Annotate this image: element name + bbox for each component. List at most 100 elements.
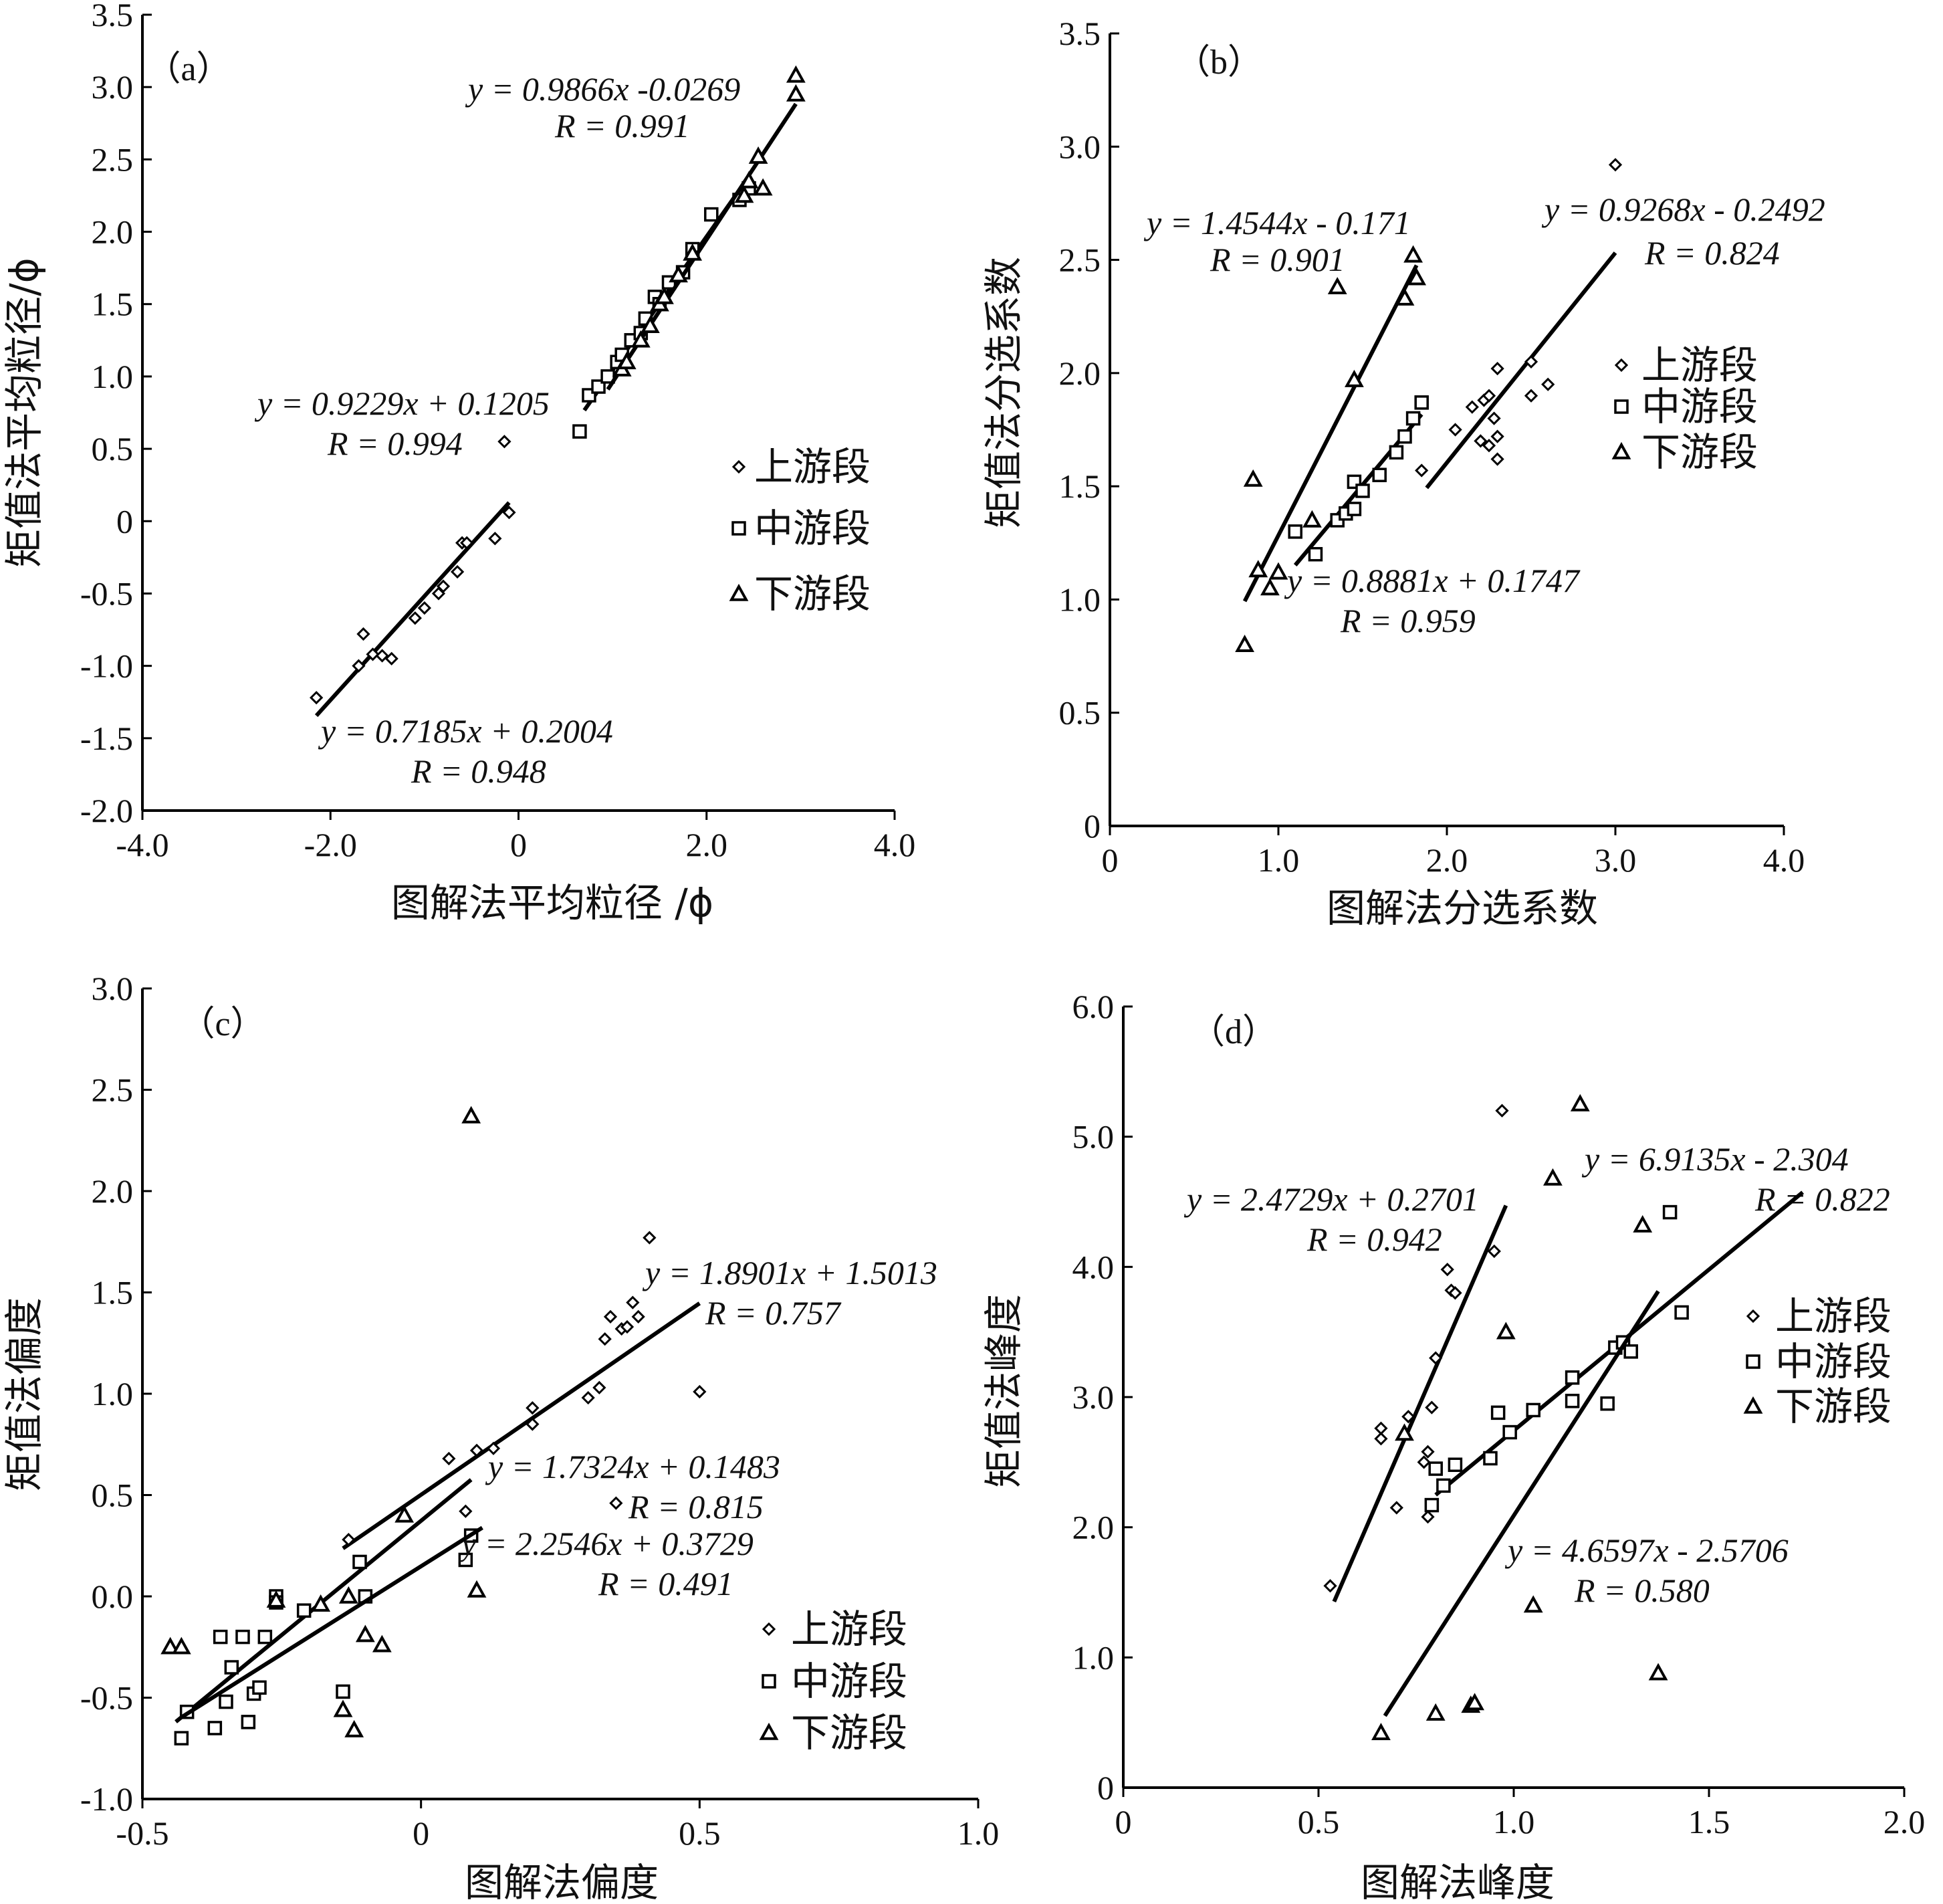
point-diamond <box>1541 377 1555 391</box>
point-diamond <box>1608 158 1623 172</box>
point-diamond <box>460 536 474 550</box>
point-diamond <box>1482 389 1496 403</box>
point-triangle <box>1268 562 1288 580</box>
fit-equation: y = 2.2546x + 0.3729 <box>458 1525 754 1562</box>
point-triangle <box>734 185 754 203</box>
point-triangle <box>739 171 759 189</box>
y-tick-label: 0.5 <box>1059 694 1101 732</box>
point-diamond <box>1490 361 1504 376</box>
point-diamond <box>1482 439 1496 453</box>
y-axis-label: 矩值法分选系数 <box>981 257 1026 528</box>
point-square <box>257 1629 273 1645</box>
point-square <box>1347 502 1362 516</box>
point-diamond <box>1448 423 1462 437</box>
point-diamond <box>310 691 324 705</box>
y-tick-label: 4.0 <box>1072 1248 1115 1285</box>
point-square <box>336 1684 350 1699</box>
point-triangle <box>311 1594 331 1612</box>
point-square <box>1502 1424 1517 1440</box>
point-square <box>1308 546 1323 562</box>
y-tick-label: 0.5 <box>92 430 134 467</box>
point-triangle <box>1403 245 1423 263</box>
legend-label: 下游段 <box>754 571 871 617</box>
y-tick-label: 3.0 <box>1072 1378 1115 1416</box>
panel-3: -1.0-0.50.00.51.01.52.02.53.0-0.5 0 0.5 1.0… <box>1 970 999 1904</box>
fit-line-diamond <box>342 1301 701 1550</box>
panel-label: （a） <box>146 50 231 88</box>
x-tick-label: 1.0 <box>957 1814 1000 1852</box>
point-square <box>1372 467 1387 482</box>
y-tick-label: 3.0 <box>92 970 134 1007</box>
legend-label: 上游段 <box>754 444 871 490</box>
legend-marker-diamond <box>762 1622 776 1636</box>
y-axis-label: 矩值法峰度 <box>981 1294 1026 1488</box>
x-tick-label: 2.0 <box>1883 1803 1926 1840</box>
y-tick-label: 2.5 <box>1059 241 1101 279</box>
point-square <box>600 369 615 384</box>
point-square <box>1526 1402 1540 1418</box>
x-tick-label: 4.0 <box>1763 841 1805 879</box>
legend-marker-diamond <box>1614 358 1629 373</box>
y-tick-label: -1.5 <box>80 720 133 757</box>
panel-1: -2.0 -1.5 -1.0 -0.5 0 0.5 1.0 1.5 2.0 2.5 3.0 3.5 -4… <box>1 0 915 926</box>
fit-equation: y = 1.7324x + 0.1483 <box>485 1448 780 1485</box>
point-triangle <box>1407 268 1427 286</box>
legend-label: 上游段 <box>1775 1293 1892 1339</box>
point-diamond <box>469 1443 484 1457</box>
x-tick-label: 0 <box>1115 1803 1132 1840</box>
legend-marker-square <box>1614 399 1629 414</box>
point-diamond <box>581 1390 595 1405</box>
point-square <box>1428 1461 1443 1476</box>
point-triangle <box>171 1636 191 1655</box>
point-square <box>1448 1457 1463 1472</box>
point-square <box>207 1721 223 1735</box>
point-square <box>1405 411 1421 426</box>
fit-equation: y = 1.4544x - 0.171 <box>1143 204 1411 241</box>
y-tick-label: 2.0 <box>1059 354 1101 392</box>
point-diamond <box>375 649 389 663</box>
point-diamond <box>603 1309 618 1324</box>
fit-equation: y = 0.9268x - 0.2492 <box>1541 191 1825 228</box>
legend-label: 下游段 <box>1641 429 1758 475</box>
fit-r-value: R = 0.994 <box>327 425 463 462</box>
point-diamond <box>459 1504 473 1518</box>
fit-r-value: R = 0.991 <box>554 107 690 144</box>
point-diamond <box>436 579 451 593</box>
fit-r-value: R = 0.491 <box>598 1565 733 1602</box>
point-triangle <box>1302 510 1322 528</box>
point-diamond <box>626 1295 640 1309</box>
point-triangle <box>344 1719 364 1737</box>
point-diamond <box>1415 463 1429 478</box>
point-diamond <box>643 1231 657 1245</box>
x-tick-label: -2.0 <box>304 826 357 863</box>
y-tick-label: 1.0 <box>92 1375 134 1412</box>
legend-label: 中游段 <box>1641 384 1758 429</box>
x-tick-label: 1.0 <box>1493 1803 1535 1840</box>
legend-marker-triangle <box>1611 441 1631 459</box>
point-square <box>1414 395 1429 410</box>
fit-equation: y = 6.9135x - 2.304 <box>1581 1140 1849 1178</box>
y-tick-label: 2.5 <box>92 140 134 178</box>
fit-line-triangle <box>180 1525 483 1719</box>
point-triangle <box>160 1636 181 1655</box>
point-diamond <box>352 659 366 673</box>
y-axis-label: 矩值法偏度 <box>1 1297 47 1491</box>
point-triangle <box>1345 369 1364 387</box>
point-triangle <box>748 146 768 164</box>
y-tick-label: 3.0 <box>1059 128 1101 165</box>
point-square <box>235 1629 250 1645</box>
point-diamond <box>1429 1351 1443 1365</box>
y-tick-label: 3.5 <box>1059 15 1101 52</box>
fit-r-value: R = 0.942 <box>1306 1221 1442 1258</box>
point-square <box>1565 1370 1580 1385</box>
point-square <box>224 1660 239 1675</box>
fit-equation: y = 1.8901x + 1.5013 <box>642 1254 937 1291</box>
point-diamond <box>486 1441 501 1455</box>
point-diamond <box>1487 1244 1501 1259</box>
y-tick-label: 5.0 <box>1072 1118 1115 1156</box>
point-triangle <box>333 1699 353 1717</box>
point-triangle <box>467 1580 487 1598</box>
point-square <box>1389 445 1404 460</box>
x-tick-label: 0 <box>510 826 527 863</box>
y-tick-label: 0.0 <box>92 1578 134 1615</box>
